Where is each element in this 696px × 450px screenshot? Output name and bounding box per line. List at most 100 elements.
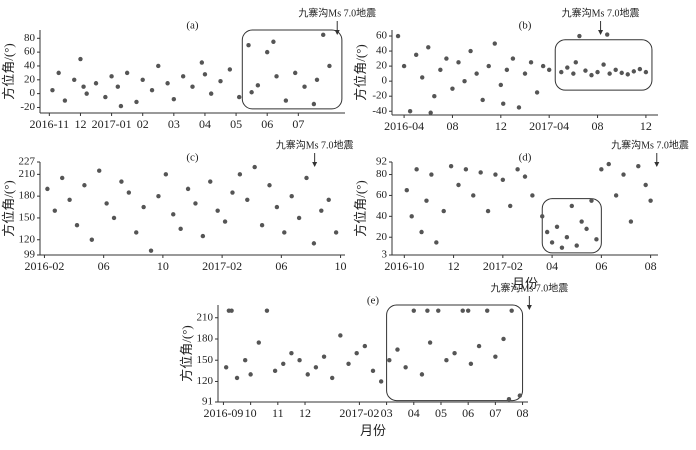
point bbox=[441, 208, 446, 214]
point bbox=[573, 60, 578, 65]
point bbox=[599, 167, 604, 172]
point bbox=[218, 78, 223, 84]
point bbox=[249, 90, 254, 95]
point bbox=[62, 98, 68, 103]
annotation: 九寨沟Ms 7.0地震 bbox=[611, 138, 689, 151]
x-tick-label: 04 bbox=[199, 117, 211, 131]
annotation-arrowhead bbox=[598, 30, 604, 35]
point bbox=[115, 84, 121, 89]
point bbox=[134, 230, 139, 235]
point bbox=[601, 62, 606, 67]
point bbox=[387, 358, 392, 363]
highlight-box bbox=[541, 198, 602, 254]
point bbox=[156, 63, 161, 69]
point bbox=[226, 308, 232, 313]
point bbox=[579, 219, 584, 224]
point bbox=[462, 78, 467, 84]
point bbox=[314, 77, 320, 83]
point bbox=[346, 361, 351, 366]
point bbox=[420, 75, 425, 80]
point bbox=[93, 81, 99, 86]
point bbox=[452, 350, 457, 356]
point bbox=[118, 103, 124, 109]
x-tick-label: 07 bbox=[489, 406, 501, 420]
point bbox=[428, 110, 433, 115]
point bbox=[311, 241, 317, 246]
point bbox=[498, 82, 504, 88]
point bbox=[436, 308, 441, 313]
point bbox=[234, 375, 240, 381]
y-tick-label: 210 bbox=[19, 168, 36, 180]
panel-label: (b) bbox=[519, 20, 532, 32]
x-tick-label: 11 bbox=[272, 406, 284, 420]
point bbox=[60, 175, 65, 181]
y-tick-label: 20 bbox=[376, 231, 388, 243]
point bbox=[327, 63, 332, 69]
x-tick-label: 07 bbox=[292, 117, 304, 131]
panel-label: (e) bbox=[367, 295, 380, 307]
x-tick-label: 05 bbox=[435, 406, 447, 420]
point bbox=[236, 94, 242, 100]
point bbox=[134, 99, 139, 105]
point bbox=[468, 48, 473, 54]
point bbox=[613, 193, 619, 198]
point bbox=[199, 60, 205, 65]
x-tick-label: 06 bbox=[462, 406, 474, 420]
point bbox=[607, 71, 612, 76]
point bbox=[56, 70, 61, 76]
point bbox=[82, 183, 87, 188]
y-axis-label: 方位角/(°) bbox=[1, 180, 16, 236]
y-axis-label: 方位角/(°) bbox=[1, 43, 16, 99]
point bbox=[109, 74, 114, 79]
y-tick-label: 180 bbox=[19, 190, 36, 202]
annotation-arrowhead bbox=[312, 162, 318, 167]
point bbox=[411, 308, 416, 313]
point bbox=[89, 237, 95, 242]
point bbox=[297, 358, 302, 363]
point bbox=[259, 223, 265, 228]
point bbox=[281, 361, 286, 366]
point bbox=[456, 60, 461, 65]
point bbox=[321, 32, 326, 38]
x-tick-label: 2017-01 bbox=[92, 117, 132, 131]
point bbox=[72, 77, 77, 83]
point bbox=[419, 372, 425, 377]
point bbox=[419, 229, 424, 235]
point bbox=[78, 56, 83, 62]
point bbox=[456, 182, 461, 188]
point bbox=[404, 188, 409, 193]
point bbox=[362, 343, 368, 349]
y-tick-label: 150 bbox=[197, 354, 214, 366]
panel-label: (a) bbox=[186, 20, 199, 32]
x-tick-label: 08 bbox=[592, 119, 604, 133]
x-tick-label: 2016-10 bbox=[384, 259, 424, 273]
annotation-arrowhead bbox=[654, 162, 660, 167]
x-tick-label: 06 bbox=[98, 259, 110, 273]
point bbox=[414, 167, 419, 172]
x-tick-label: 10 bbox=[157, 259, 169, 273]
point bbox=[631, 69, 637, 74]
annotation-arrowhead bbox=[526, 305, 532, 310]
annotation: 九寨沟Ms 7.0地震 bbox=[562, 6, 640, 19]
x-tick-label: 06 bbox=[595, 259, 607, 273]
point bbox=[534, 90, 540, 95]
point bbox=[565, 65, 570, 70]
point bbox=[413, 52, 419, 58]
point bbox=[448, 163, 454, 169]
point bbox=[140, 77, 145, 83]
x-tick-label: 05 bbox=[230, 117, 242, 131]
y-tick-label: 227 bbox=[19, 156, 36, 168]
point bbox=[227, 67, 233, 72]
y-tick-label: -40 bbox=[372, 105, 387, 117]
point bbox=[493, 172, 498, 177]
point bbox=[50, 87, 55, 93]
point bbox=[544, 229, 550, 235]
x-tick-label: 02 bbox=[137, 117, 149, 131]
point bbox=[465, 308, 471, 313]
point bbox=[264, 49, 270, 55]
annotation: 九寨沟Ms 7.0地震 bbox=[490, 281, 568, 294]
point bbox=[429, 172, 434, 177]
point bbox=[311, 101, 317, 107]
y-tick-label: 99 bbox=[24, 249, 36, 261]
annotation-arrowhead bbox=[334, 30, 340, 35]
